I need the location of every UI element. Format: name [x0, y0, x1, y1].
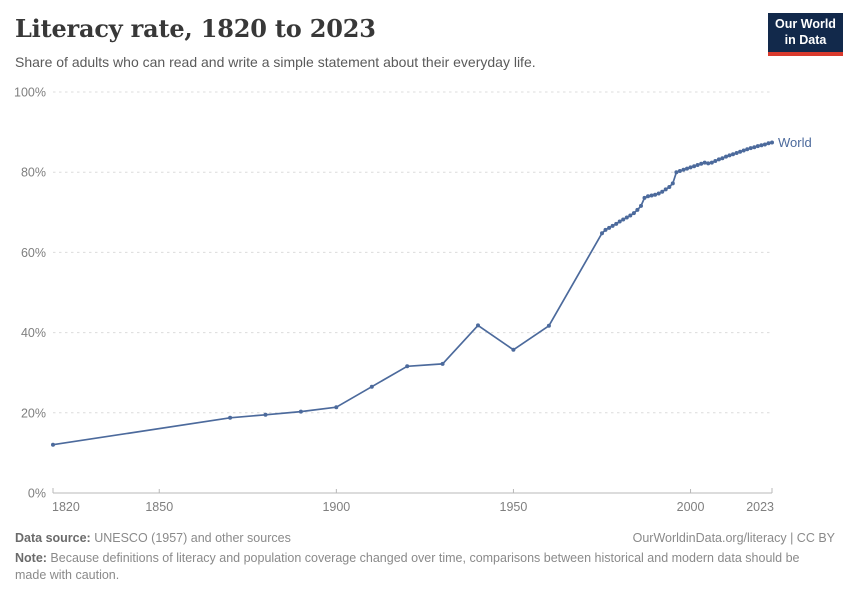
- world-data-point[interactable]: [702, 160, 707, 165]
- world-data-point[interactable]: [720, 156, 725, 161]
- world-data-point[interactable]: [263, 412, 268, 417]
- world-data-point[interactable]: [688, 165, 693, 170]
- chart-subtitle: Share of adults who can read and write a…: [15, 54, 536, 70]
- owid-logo[interactable]: Our World in Data: [768, 13, 843, 56]
- world-data-point[interactable]: [642, 195, 647, 200]
- world-data-point[interactable]: [727, 153, 732, 158]
- world-data-point[interactable]: [752, 145, 757, 150]
- world-data-point[interactable]: [369, 384, 374, 389]
- world-data-point[interactable]: [670, 181, 675, 186]
- world-data-point[interactable]: [762, 142, 767, 147]
- world-data-point[interactable]: [631, 211, 636, 216]
- world-data-point[interactable]: [546, 323, 551, 328]
- y-axis-tick-label: 40%: [21, 326, 46, 340]
- world-data-point[interactable]: [624, 215, 629, 220]
- x-axis-tick-label: 1950: [500, 500, 528, 514]
- world-data-point[interactable]: [734, 151, 739, 155]
- world-data-point[interactable]: [748, 146, 753, 151]
- note-text: Because definitions of literacy and popu…: [15, 551, 800, 582]
- world-data-point[interactable]: [741, 148, 746, 153]
- chart-title: Literacy rate, 1820 to 2023: [15, 14, 376, 43]
- world-series-label[interactable]: World: [778, 135, 812, 150]
- world-data-point[interactable]: [649, 193, 654, 198]
- world-data-point[interactable]: [663, 187, 668, 192]
- world-data-point[interactable]: [766, 141, 771, 146]
- world-data-point[interactable]: [692, 164, 697, 169]
- world-data-point[interactable]: [639, 203, 643, 208]
- y-axis-tick-label: 0%: [28, 487, 46, 501]
- y-axis-tick-label: 20%: [21, 406, 46, 420]
- world-data-point[interactable]: [656, 191, 661, 196]
- world-data-point[interactable]: [440, 361, 445, 366]
- world-data-point[interactable]: [674, 170, 679, 175]
- world-data-point[interactable]: [646, 194, 650, 199]
- y-axis-tick-label: 80%: [21, 166, 46, 180]
- world-data-point[interactable]: [298, 409, 303, 414]
- literacy-line-chart[interactable]: 0% 20% 40% 60% 80% 100% 1820 1850 1900 1950 2000 20…: [0, 0, 850, 528]
- world-data-point[interactable]: [738, 149, 743, 154]
- data-source-text: UNESCO (1957) and other sources: [90, 531, 291, 545]
- y-axis-tick-label: 100%: [14, 86, 46, 100]
- world-data-point[interactable]: [600, 231, 604, 236]
- world-series-line[interactable]: [52, 141, 773, 446]
- world-data-point[interactable]: [610, 223, 615, 228]
- world-data-point[interactable]: [699, 161, 704, 166]
- world-data-point[interactable]: [405, 364, 410, 369]
- world-data-point[interactable]: [511, 347, 516, 352]
- world-data-point[interactable]: [51, 442, 55, 447]
- world-data-point[interactable]: [706, 161, 711, 166]
- footer-citation-link[interactable]: OurWorldinData.org/literacy | CC BY: [632, 531, 835, 545]
- world-data-point[interactable]: [667, 185, 672, 189]
- world-data-point[interactable]: [685, 166, 689, 171]
- x-axis-tick-label: 1900: [322, 500, 350, 514]
- owid-logo-line1: Our World: [775, 17, 836, 31]
- world-data-point[interactable]: [628, 213, 633, 218]
- world-data-point[interactable]: [731, 152, 735, 157]
- world-data-point[interactable]: [681, 167, 686, 172]
- world-data-point[interactable]: [621, 217, 626, 222]
- world-data-point[interactable]: [617, 219, 622, 224]
- world-data-point[interactable]: [755, 144, 760, 149]
- world-data-point[interactable]: [635, 207, 640, 212]
- world-data-point[interactable]: [476, 323, 480, 328]
- world-data-point[interactable]: [770, 140, 774, 145]
- world-data-point[interactable]: [713, 159, 718, 163]
- data-source-line: Data source: UNESCO (1957) and other sou…: [15, 531, 291, 545]
- note-label: Note:: [15, 551, 47, 565]
- world-data-point[interactable]: [607, 225, 612, 230]
- x-axis-tick-label: 2000: [677, 500, 705, 514]
- world-data-point[interactable]: [228, 415, 233, 420]
- owid-logo-line2: in Data: [784, 33, 827, 47]
- world-data-point[interactable]: [660, 189, 665, 194]
- world-data-point[interactable]: [603, 227, 608, 232]
- world-data-point[interactable]: [716, 157, 721, 162]
- world-data-point[interactable]: [724, 154, 728, 159]
- y-axis-tick-label: 60%: [21, 246, 46, 260]
- footer-note: Note: Because definitions of literacy an…: [15, 550, 815, 584]
- x-axis-tick-label: 1850: [145, 500, 173, 514]
- world-data-point[interactable]: [695, 163, 700, 167]
- world-data-point[interactable]: [745, 147, 750, 152]
- world-data-point[interactable]: [759, 143, 764, 148]
- world-data-point[interactable]: [614, 221, 619, 226]
- x-axis-tick-label: 1820: [52, 500, 80, 514]
- chart-footer: Data source: UNESCO (1957) and other sou…: [15, 531, 835, 584]
- world-data-point[interactable]: [653, 192, 658, 197]
- world-data-point[interactable]: [334, 405, 339, 410]
- data-source-label: Data source:: [15, 531, 91, 545]
- world-data-point[interactable]: [677, 169, 682, 173]
- world-data-point[interactable]: [709, 160, 714, 165]
- x-axis-tick-label: 2023: [746, 500, 774, 514]
